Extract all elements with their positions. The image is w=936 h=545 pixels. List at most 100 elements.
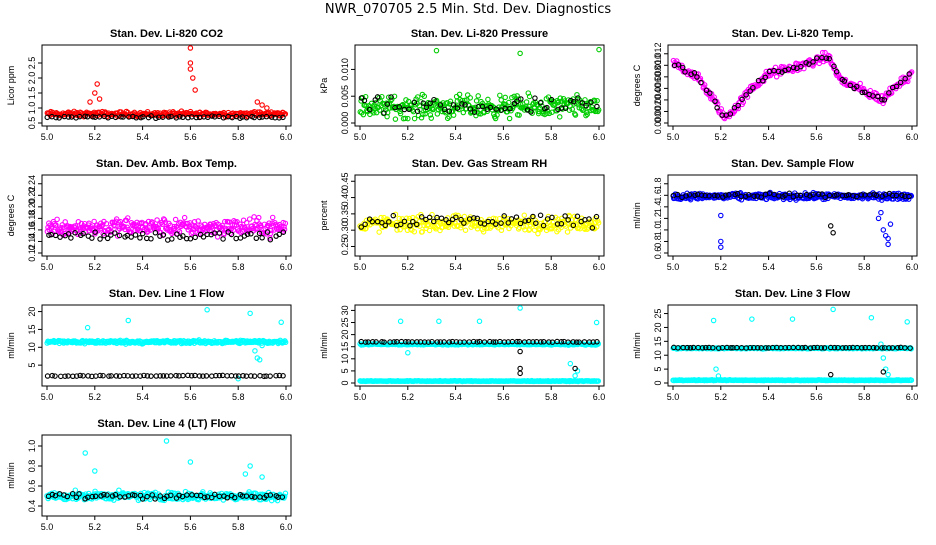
- data-point: [248, 373, 254, 379]
- data-point: [426, 227, 433, 234]
- y-tick-label: 0.22: [27, 187, 37, 205]
- data-point: [446, 108, 453, 114]
- data-point: [739, 96, 745, 103]
- data-point: [269, 214, 276, 221]
- data-point: [839, 345, 846, 351]
- y-axis-label: Licor ppm: [6, 66, 16, 106]
- data-point: [111, 230, 118, 236]
- data-point: [427, 112, 434, 118]
- y-tick-label: 2.5: [27, 57, 37, 70]
- chart-panel: Stan. Dev. Li-820 CO2 5.0 5.2 5.4 5.6 5.8 6.0 0…: [6, 28, 292, 142]
- data-point: [420, 100, 427, 106]
- plot-frame: [41, 434, 292, 517]
- data-point: [209, 494, 215, 501]
- data-point: [715, 345, 722, 351]
- data-point: [403, 339, 409, 345]
- data-point: [810, 59, 816, 65]
- y-tick-label: 0.24: [27, 175, 37, 193]
- data-point: [264, 105, 270, 111]
- data-point: [117, 218, 124, 225]
- data-point: [410, 218, 416, 225]
- y-tick-label: 0.006: [653, 77, 663, 100]
- data-point: [815, 191, 822, 198]
- data-point: [154, 217, 160, 223]
- data-point: [397, 221, 404, 228]
- data-point: [461, 220, 467, 226]
- chart-panel: Stan. Dev. Line 4 (LT) Flow 5.0 5.2 5.4 5.6 5…: [6, 418, 292, 532]
- data-point: [899, 192, 905, 198]
- data-point: [209, 113, 215, 119]
- x-tick-label: 5.4: [449, 262, 462, 272]
- data-point: [572, 372, 578, 379]
- data-point: [391, 339, 397, 345]
- data-point: [794, 192, 800, 198]
- data-point: [190, 75, 196, 81]
- data-point: [546, 339, 552, 345]
- data-point: [698, 79, 704, 86]
- data-point: [682, 69, 688, 75]
- data-point: [176, 492, 182, 499]
- data-point: [384, 109, 391, 116]
- y-tick-label: 0.8: [27, 460, 37, 473]
- data-point: [423, 104, 430, 111]
- data-point: [386, 219, 392, 225]
- data-point: [881, 97, 888, 103]
- data-point: [814, 55, 820, 61]
- data-point: [168, 113, 174, 120]
- data-point: [474, 339, 480, 345]
- data-point: [204, 307, 210, 313]
- data-point: [807, 345, 814, 351]
- data-point: [894, 344, 901, 351]
- data-point: [160, 114, 166, 120]
- data-point: [803, 59, 809, 66]
- data-point: [870, 344, 877, 351]
- data-point: [200, 373, 206, 379]
- x-tick-label: 5.2: [89, 132, 102, 142]
- data-point: [514, 338, 520, 345]
- data-point: [265, 223, 271, 229]
- data-point: [875, 215, 882, 222]
- x-tick-label: 5.2: [89, 392, 102, 402]
- y-axis-label: degrees C: [632, 64, 642, 106]
- data-point: [382, 222, 388, 229]
- data-point: [446, 339, 453, 345]
- data-point: [147, 227, 154, 233]
- data-point: [822, 49, 828, 56]
- y-tick-label: 20: [340, 330, 350, 340]
- data-point: [573, 339, 580, 345]
- data-point: [459, 101, 465, 107]
- data-point: [514, 98, 520, 105]
- y-axis-label: kPa: [319, 78, 329, 94]
- data-point: [862, 89, 868, 96]
- y-tick-label: 0.010: [340, 58, 350, 81]
- data-point: [798, 63, 804, 70]
- data-point: [249, 493, 255, 500]
- data-point: [406, 106, 412, 113]
- data-point: [518, 96, 524, 102]
- data-point: [683, 193, 689, 199]
- data-point: [446, 114, 452, 120]
- data-point: [698, 192, 705, 198]
- data-point: [589, 225, 596, 231]
- data-point: [738, 197, 745, 203]
- data-point: [732, 191, 738, 198]
- data-point: [540, 222, 547, 229]
- data-point: [679, 64, 686, 71]
- data-point: [533, 220, 539, 226]
- data-point: [694, 74, 700, 80]
- x-tick-label: 5.6: [184, 132, 197, 142]
- data-point: [827, 344, 834, 351]
- data-point: [280, 114, 286, 121]
- data-point: [714, 193, 721, 199]
- data-point: [388, 94, 394, 100]
- y-tick-label: 0.5: [27, 117, 37, 130]
- data-point: [267, 230, 274, 237]
- data-point: [259, 342, 265, 349]
- data-point: [594, 97, 600, 104]
- data-point: [523, 99, 530, 105]
- data-point: [248, 231, 254, 237]
- data-point: [281, 226, 288, 233]
- data-point: [420, 111, 426, 118]
- data-point: [479, 103, 486, 110]
